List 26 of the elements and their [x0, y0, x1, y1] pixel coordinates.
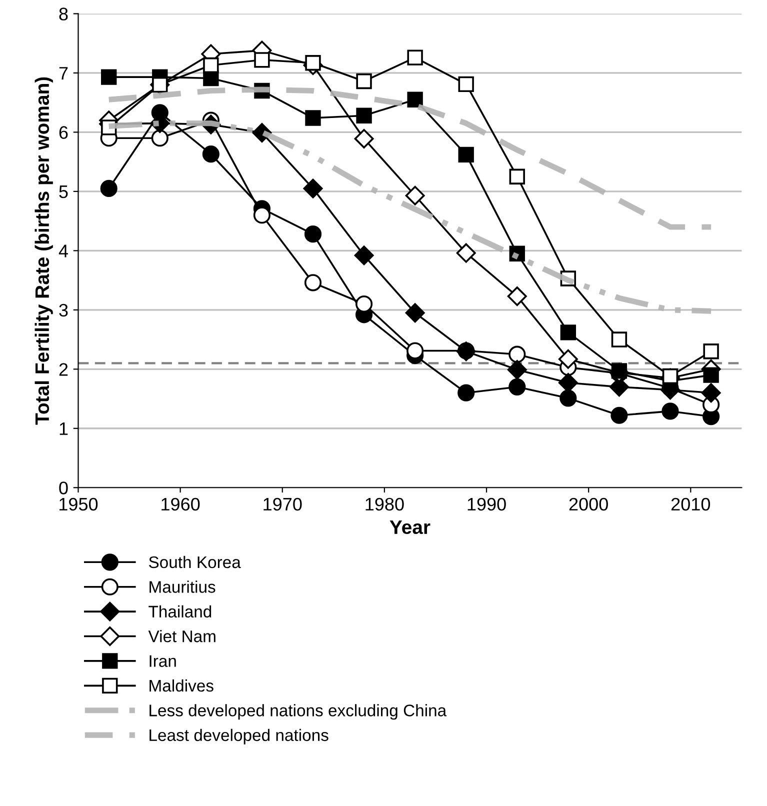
legend-label: Thailand [148, 605, 212, 618]
legend-label: Maldives [150, 679, 214, 692]
legend-label: Iran [150, 655, 176, 667]
legend-label: South Korea [148, 556, 241, 568]
x-tick-label: 1950 [60, 498, 98, 511]
x-tick-label: 1960 [162, 498, 200, 511]
y-tick-label: 2 [59, 363, 68, 376]
y-tick-label: 4 [58, 244, 68, 258]
x-tick-label: 1970 [264, 498, 302, 511]
x-axis-title: Year [390, 520, 430, 534]
legend-label: Mauritius [150, 580, 216, 593]
y-tick-label: 6 [59, 126, 68, 139]
legend-label: Viet Nam [148, 630, 216, 642]
y-tick-label: 1 [60, 422, 68, 435]
y-tick-label: 5 [59, 186, 68, 198]
y-tick-label: 3 [59, 304, 68, 317]
y-axis-title: Total Fertility Rate (births per woman) [34, 77, 53, 425]
y-tick-label: 0 [59, 482, 68, 494]
y-tick-label: 8 [59, 8, 68, 20]
x-tick-label: 1980 [366, 498, 404, 511]
legend-label: Least developed nations [150, 728, 328, 744]
legend-label: Less developed nations excluding China [150, 704, 447, 720]
x-tick-label: 2010 [671, 498, 710, 511]
x-tick-label: 2000 [569, 498, 608, 511]
y-tick-label: 7 [59, 67, 68, 80]
x-tick-label: 1990 [468, 498, 506, 511]
